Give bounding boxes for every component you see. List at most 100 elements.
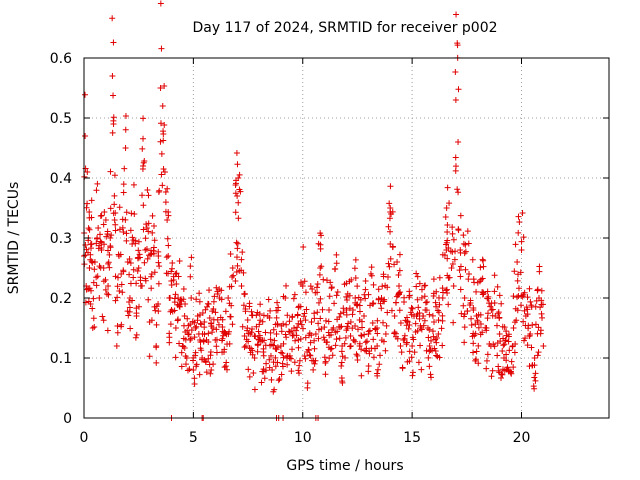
data-point xyxy=(534,352,541,359)
data-point xyxy=(406,348,413,355)
data-point xyxy=(366,302,373,309)
data-point xyxy=(423,347,430,354)
data-point xyxy=(397,289,404,296)
data-point xyxy=(290,295,297,302)
data-point xyxy=(169,259,176,266)
data-point xyxy=(89,325,96,331)
data-point xyxy=(86,265,93,271)
data-point xyxy=(111,192,118,199)
data-point xyxy=(93,282,100,289)
data-point xyxy=(274,299,281,306)
data-point xyxy=(157,120,164,127)
data-point xyxy=(284,361,291,368)
data-point xyxy=(187,335,194,342)
data-point xyxy=(286,318,293,325)
data-point xyxy=(365,291,372,298)
data-point xyxy=(435,294,442,301)
data-point xyxy=(176,340,183,347)
data-point xyxy=(495,309,502,316)
data-point xyxy=(295,344,302,351)
data-point xyxy=(286,352,293,359)
data-point xyxy=(399,365,406,372)
data-point xyxy=(322,317,329,324)
data-point xyxy=(302,289,309,296)
data-point xyxy=(151,269,158,276)
data-point xyxy=(307,283,314,290)
data-point xyxy=(234,240,241,247)
data-point xyxy=(396,283,402,289)
data-point xyxy=(304,380,311,387)
data-point xyxy=(90,279,97,286)
data-point xyxy=(368,264,375,271)
data-point xyxy=(518,238,525,245)
data-point xyxy=(433,352,440,359)
data-point xyxy=(279,363,286,370)
data-point xyxy=(536,263,543,270)
data-point xyxy=(226,340,233,347)
data-point xyxy=(126,308,133,315)
data-point xyxy=(111,217,118,223)
data-point xyxy=(531,355,538,361)
data-point xyxy=(98,212,105,219)
data-point xyxy=(88,197,95,204)
data-point xyxy=(409,369,416,376)
data-point xyxy=(414,296,421,303)
data-point xyxy=(172,325,179,331)
data-point xyxy=(255,328,262,335)
data-point xyxy=(259,318,266,325)
data-point xyxy=(310,366,317,373)
data-point xyxy=(498,370,505,377)
data-point xyxy=(213,349,220,356)
data-point xyxy=(449,261,456,268)
data-point xyxy=(406,322,413,329)
data-point xyxy=(397,319,404,326)
data-point xyxy=(409,343,416,349)
data-point xyxy=(378,305,385,312)
data-point xyxy=(213,336,220,343)
data-point xyxy=(392,333,399,340)
data-point xyxy=(302,355,309,362)
data-point xyxy=(320,276,327,283)
data-point xyxy=(247,349,254,356)
data-point xyxy=(160,137,167,144)
data-point xyxy=(413,270,420,277)
data-point xyxy=(416,280,423,287)
data-point xyxy=(332,265,339,272)
data-point xyxy=(175,273,182,280)
data-point xyxy=(139,192,146,199)
data-point xyxy=(452,163,459,170)
data-point xyxy=(452,248,459,255)
data-point xyxy=(449,248,456,255)
data-point xyxy=(515,213,522,220)
data-point xyxy=(229,273,236,280)
data-point xyxy=(427,371,434,378)
data-point xyxy=(272,354,279,361)
data-point xyxy=(499,371,506,378)
data-point xyxy=(270,388,277,395)
data-point xyxy=(153,359,160,366)
data-point xyxy=(271,337,278,344)
data-point xyxy=(370,300,377,307)
data-point xyxy=(306,330,313,337)
data-point xyxy=(128,210,135,217)
data-point xyxy=(238,256,245,263)
data-point xyxy=(449,230,456,237)
data-point xyxy=(235,215,242,222)
data-point xyxy=(188,295,195,301)
data-point xyxy=(337,310,344,317)
data-point xyxy=(491,343,498,350)
data-point xyxy=(155,189,162,196)
data-point xyxy=(256,310,263,317)
data-point xyxy=(444,272,451,279)
data-point xyxy=(209,329,216,336)
data-point xyxy=(337,324,344,331)
data-point xyxy=(317,315,324,322)
data-point xyxy=(163,254,170,261)
data-point xyxy=(233,254,240,261)
data-point xyxy=(338,348,345,355)
data-point xyxy=(123,237,130,244)
data-point xyxy=(495,363,502,370)
data-point xyxy=(100,317,107,324)
data-point xyxy=(296,362,303,369)
data-point xyxy=(322,371,329,378)
